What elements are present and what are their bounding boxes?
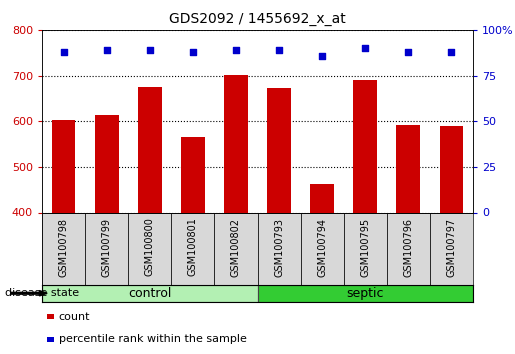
Text: septic: septic [347,287,384,300]
Bar [258,285,473,302]
Bar [430,212,473,285]
Bar [258,212,301,285]
Text: control: control [128,287,171,300]
Text: GSM100802: GSM100802 [231,218,241,276]
Bar [397,125,420,212]
Point [361,45,369,51]
Bar [171,212,214,285]
Point [146,47,154,53]
Text: GSM100796: GSM100796 [403,218,414,276]
Point [188,49,197,55]
Title: GDS2092 / 1455692_x_at: GDS2092 / 1455692_x_at [169,12,346,26]
Point [232,47,240,53]
Text: GSM100794: GSM100794 [317,218,327,276]
Point [448,49,456,55]
Bar [181,137,204,212]
Text: GSM100793: GSM100793 [274,218,284,276]
Bar [138,87,162,212]
Text: count: count [59,312,90,321]
Point [275,47,283,53]
Bar [344,212,387,285]
Bar [440,126,464,212]
Text: GSM100795: GSM100795 [360,218,370,277]
Bar [353,80,377,212]
Bar [387,212,430,285]
Bar [128,212,171,285]
Bar [311,184,334,212]
Text: GSM100799: GSM100799 [101,218,112,276]
Bar [52,120,75,212]
Bar [267,88,291,212]
Text: GSM100797: GSM100797 [447,218,456,277]
Bar [42,285,258,302]
Text: GSM100800: GSM100800 [145,218,154,276]
Bar [224,75,248,212]
Bar [42,212,85,285]
Point [318,53,327,58]
Bar [85,212,128,285]
Bar [301,212,344,285]
Text: GSM100801: GSM100801 [188,218,198,276]
Bar [214,212,258,285]
Point [102,47,111,53]
Point [59,49,67,55]
Text: percentile rank within the sample: percentile rank within the sample [59,335,247,344]
Text: disease state: disease state [5,288,79,298]
Bar [95,115,118,212]
Point [404,49,413,55]
Text: GSM100798: GSM100798 [59,218,68,276]
